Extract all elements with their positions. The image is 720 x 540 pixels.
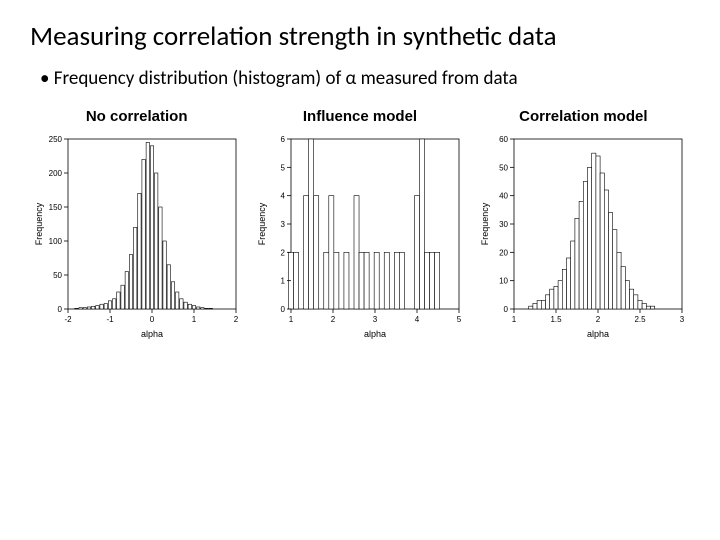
charts-row: No correlation -2-1012050100150200250alp… — [30, 108, 690, 343]
svg-text:3: 3 — [680, 315, 685, 324]
svg-text:40: 40 — [499, 192, 508, 201]
chart-title-1: No correlation — [86, 108, 188, 125]
svg-text:100: 100 — [48, 237, 62, 246]
svg-text:0: 0 — [281, 305, 286, 314]
svg-text:Frequency: Frequency — [34, 202, 44, 245]
svg-text:150: 150 — [48, 203, 62, 212]
svg-text:1: 1 — [512, 315, 517, 324]
svg-text:1.5: 1.5 — [551, 315, 563, 324]
svg-text:1: 1 — [289, 315, 294, 324]
svg-text:0: 0 — [149, 315, 154, 324]
svg-text:1: 1 — [281, 277, 286, 286]
svg-text:5: 5 — [457, 315, 462, 324]
svg-text:3: 3 — [373, 315, 378, 324]
svg-text:alpha: alpha — [141, 329, 163, 339]
histogram-correlation-model: 11.522.530102030405060alphaFrequency — [478, 133, 688, 343]
svg-text:20: 20 — [499, 248, 508, 257]
svg-text:alpha: alpha — [364, 329, 386, 339]
svg-text:0: 0 — [504, 305, 509, 314]
svg-text:3: 3 — [281, 220, 286, 229]
svg-text:50: 50 — [53, 271, 62, 280]
svg-text:5: 5 — [281, 163, 286, 172]
svg-text:4: 4 — [281, 192, 286, 201]
slide-title: Measuring correlation strength in synthe… — [30, 20, 690, 53]
chart-col-2: Influence model 123450123456alphaFrequen… — [253, 108, 466, 343]
histogram-influence-model: 123450123456alphaFrequency — [255, 133, 465, 343]
svg-text:50: 50 — [499, 163, 508, 172]
svg-text:2: 2 — [596, 315, 601, 324]
svg-text:30: 30 — [499, 220, 508, 229]
bullet-1: Frequency distribution (histogram) of α … — [40, 67, 690, 90]
svg-text:-2: -2 — [64, 315, 72, 324]
svg-text:200: 200 — [48, 169, 62, 178]
svg-text:10: 10 — [499, 277, 508, 286]
svg-text:alpha: alpha — [587, 329, 609, 339]
svg-text:2: 2 — [233, 315, 238, 324]
svg-text:-1: -1 — [106, 315, 114, 324]
svg-text:250: 250 — [48, 135, 62, 144]
svg-text:2.5: 2.5 — [635, 315, 647, 324]
chart-title-3: Correlation model — [519, 108, 647, 125]
chart-col-1: No correlation -2 -1 0 1 2 0 50 100 150 200 250 alp… — [30, 108, 243, 343]
chart-title-2: Influence model — [303, 108, 417, 125]
histogram-no-correlation: -2 -1 0 1 2 0 50 100 150 200 250 alpha Frequency — [32, 133, 242, 343]
svg-text:2: 2 — [331, 315, 336, 324]
svg-text:Frequency: Frequency — [257, 202, 267, 245]
svg-text:2: 2 — [281, 248, 286, 257]
chart-col-3: Correlation model 11.522.530102030405060… — [477, 108, 690, 343]
svg-text:60: 60 — [499, 135, 508, 144]
svg-text:1: 1 — [191, 315, 196, 324]
svg-text:Frequency: Frequency — [480, 202, 490, 245]
svg-text:4: 4 — [415, 315, 420, 324]
svg-text:0: 0 — [57, 305, 62, 314]
svg-text:6: 6 — [281, 135, 286, 144]
